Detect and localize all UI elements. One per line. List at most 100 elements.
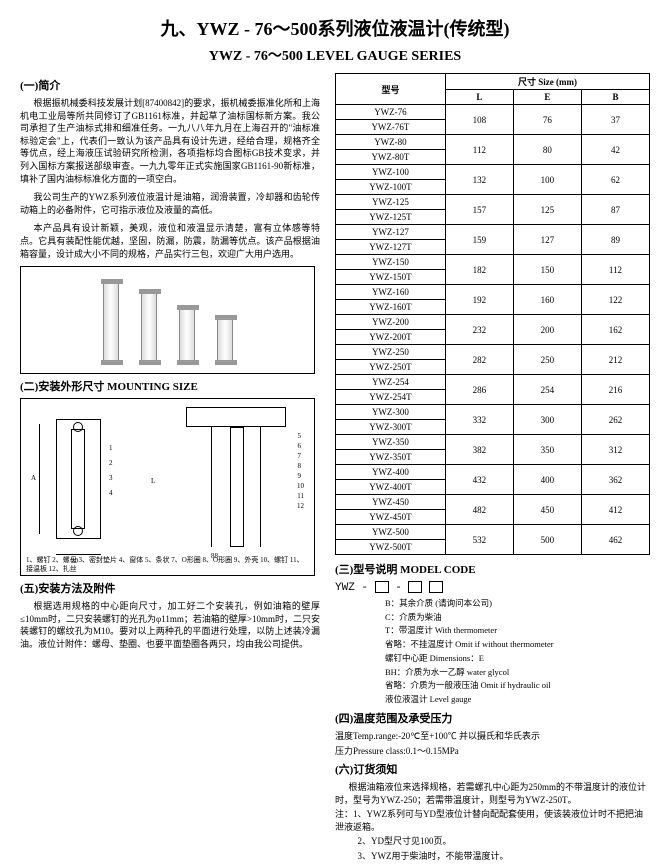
table-cell: 254 <box>513 375 581 405</box>
table-cell: 400 <box>513 465 581 495</box>
install-text: 根据选用规格的中心距向尺寸，加工好二个安装孔，例如油箱的壁厚≤10mm时，二只安… <box>20 600 320 650</box>
gauge-icon <box>179 309 195 361</box>
table-cell: 122 <box>581 285 649 315</box>
table-cell: YWZ-160T <box>336 300 446 315</box>
table-cell: 182 <box>445 255 513 285</box>
pressure-range: 压力Pressure class:0.1～0.15MPa <box>335 745 650 758</box>
table-cell: YWZ-250T <box>336 360 446 375</box>
code-desc: C：介质为柴油 <box>385 611 650 624</box>
table-cell: YWZ-76T <box>336 120 446 135</box>
table-cell: 432 <box>445 465 513 495</box>
table-cell: 159 <box>445 225 513 255</box>
gauge-icon <box>217 319 233 361</box>
table-cell: YWZ-127T <box>336 240 446 255</box>
table-cell: 62 <box>581 165 649 195</box>
table-cell: 87 <box>581 195 649 225</box>
note-2: 2、YD型尺寸见100页。 <box>335 835 650 848</box>
table-cell: 350 <box>513 435 581 465</box>
table-cell: 500 <box>513 525 581 555</box>
gauge-icon <box>141 293 157 361</box>
dim-label: 2 <box>109 459 113 467</box>
left-column: (一)简介 根据振机械委科技发展计划[87400842]的要求，振机械委振准化所… <box>20 73 320 865</box>
dim-label: A <box>31 474 36 482</box>
dim-label: 1 <box>109 444 113 452</box>
dim-label: 12 <box>297 502 304 510</box>
model-code-diagram: YWZ - - B：其余介质 (请询问本公司) C：介质为柴油 T：带温度计 W… <box>335 581 650 706</box>
code-prefix: YWZ - <box>335 582 368 594</box>
table-cell: YWZ-300 <box>336 405 446 420</box>
table-cell: YWZ-500T <box>336 540 446 555</box>
dim-label: 10 <box>297 482 304 490</box>
table-cell: YWZ-400 <box>336 465 446 480</box>
product-photo <box>20 266 315 374</box>
th-e: E <box>513 90 581 105</box>
table-cell: 160 <box>513 285 581 315</box>
order-info: 根据油箱液位来选择规格，若需螺孔中心距为250mm的不带温度计的液位计时，型号为… <box>335 781 650 806</box>
code-desc: T：带温度计 With thermometer <box>385 624 650 637</box>
section-5-head: (五)安装方法及附件 <box>20 580 320 596</box>
dim-label: 4 <box>109 489 113 497</box>
note-3: 3、YWZ用于柴油时，不能带温度计。 <box>335 850 650 863</box>
note-1: 注：1、YWZ系列可与YD型液位计替向配配套使用，使该装液位计时不把把油泄液返箱… <box>335 808 650 833</box>
table-cell: YWZ-76 <box>336 105 446 120</box>
dim-label: 7 <box>298 452 302 460</box>
table-cell: YWZ-400T <box>336 480 446 495</box>
dim-label: 8 <box>298 462 302 470</box>
table-cell: 216 <box>581 375 649 405</box>
table-cell: 250 <box>513 345 581 375</box>
section-6-head: (六)订货须知 <box>335 761 650 777</box>
table-cell: YWZ-254T <box>336 390 446 405</box>
table-cell: 192 <box>445 285 513 315</box>
table-cell: YWZ-100 <box>336 165 446 180</box>
table-cell: 412 <box>581 495 649 525</box>
table-cell: 157 <box>445 195 513 225</box>
th-b: B <box>581 90 649 105</box>
table-cell: YWZ-125T <box>336 210 446 225</box>
table-cell: 362 <box>581 465 649 495</box>
table-cell: YWZ-350T <box>336 450 446 465</box>
table-cell: 262 <box>581 405 649 435</box>
table-cell: YWZ-100T <box>336 180 446 195</box>
table-cell: YWZ-200 <box>336 315 446 330</box>
table-cell: 108 <box>445 105 513 135</box>
table-cell: 42 <box>581 135 649 165</box>
table-cell: 150 <box>513 255 581 285</box>
table-cell: 450 <box>513 495 581 525</box>
table-cell: YWZ-160 <box>336 285 446 300</box>
table-cell: 125 <box>513 195 581 225</box>
code-desc: BH：介质为水一乙醇 water glycol <box>385 666 650 679</box>
title-cn: 九、YWZ - 76～500系列液位液温计(传统型) <box>0 0 670 41</box>
table-cell: 532 <box>445 525 513 555</box>
table-cell: 232 <box>445 315 513 345</box>
dim-label: L <box>151 477 155 485</box>
gauge-icon <box>103 283 119 361</box>
spec-table: 型号 尺寸 Size (mm) L E B YWZ-761087637YWZ-7… <box>335 73 650 555</box>
table-cell: 462 <box>581 525 649 555</box>
code-desc: 液位液温计 Level gauge <box>385 693 650 706</box>
th-size: 尺寸 Size (mm) <box>445 74 649 90</box>
th-model: 型号 <box>336 74 446 105</box>
table-cell: 80 <box>513 135 581 165</box>
section-2-head: (二)安装外形尺寸 MOUNTING SIZE <box>20 378 320 394</box>
dim-label: 3 <box>109 474 113 482</box>
table-cell: YWZ-350 <box>336 435 446 450</box>
intro-p2: 我公司生产的YWZ系列液位液温计是油箱，润滑装置，冷却器和齿轮传动箱上的必备附件… <box>20 191 320 216</box>
table-cell: 112 <box>445 135 513 165</box>
temp-range: 温度Temp.range:-20℃至+100℃ 并以摄氏和华氏表示 <box>335 730 650 743</box>
table-cell: YWZ-80T <box>336 150 446 165</box>
dim-label: 11 <box>297 492 304 500</box>
table-cell: YWZ-80 <box>336 135 446 150</box>
code-desc: 螺钉中心距 Dimensions：E <box>385 652 650 665</box>
code-desc: 省略：不挂温度计 Omit if without thermometer <box>385 638 650 651</box>
code-desc: 省略：介质为一般液压油 Omit if hydraulic oil <box>385 679 650 692</box>
table-cell: 89 <box>581 225 649 255</box>
table-cell: 112 <box>581 255 649 285</box>
table-cell: YWZ-125 <box>336 195 446 210</box>
table-cell: YWZ-150 <box>336 255 446 270</box>
table-cell: YWZ-450 <box>336 495 446 510</box>
table-cell: 382 <box>445 435 513 465</box>
section-4-head: (四)温度范围及承受压力 <box>335 710 650 726</box>
intro-p3: 本产品具有设计新颖，美观，液位和液温显示清楚，富有立体感等特点。它具有装配性能优… <box>20 222 320 260</box>
table-cell: YWZ-150T <box>336 270 446 285</box>
table-cell: 162 <box>581 315 649 345</box>
